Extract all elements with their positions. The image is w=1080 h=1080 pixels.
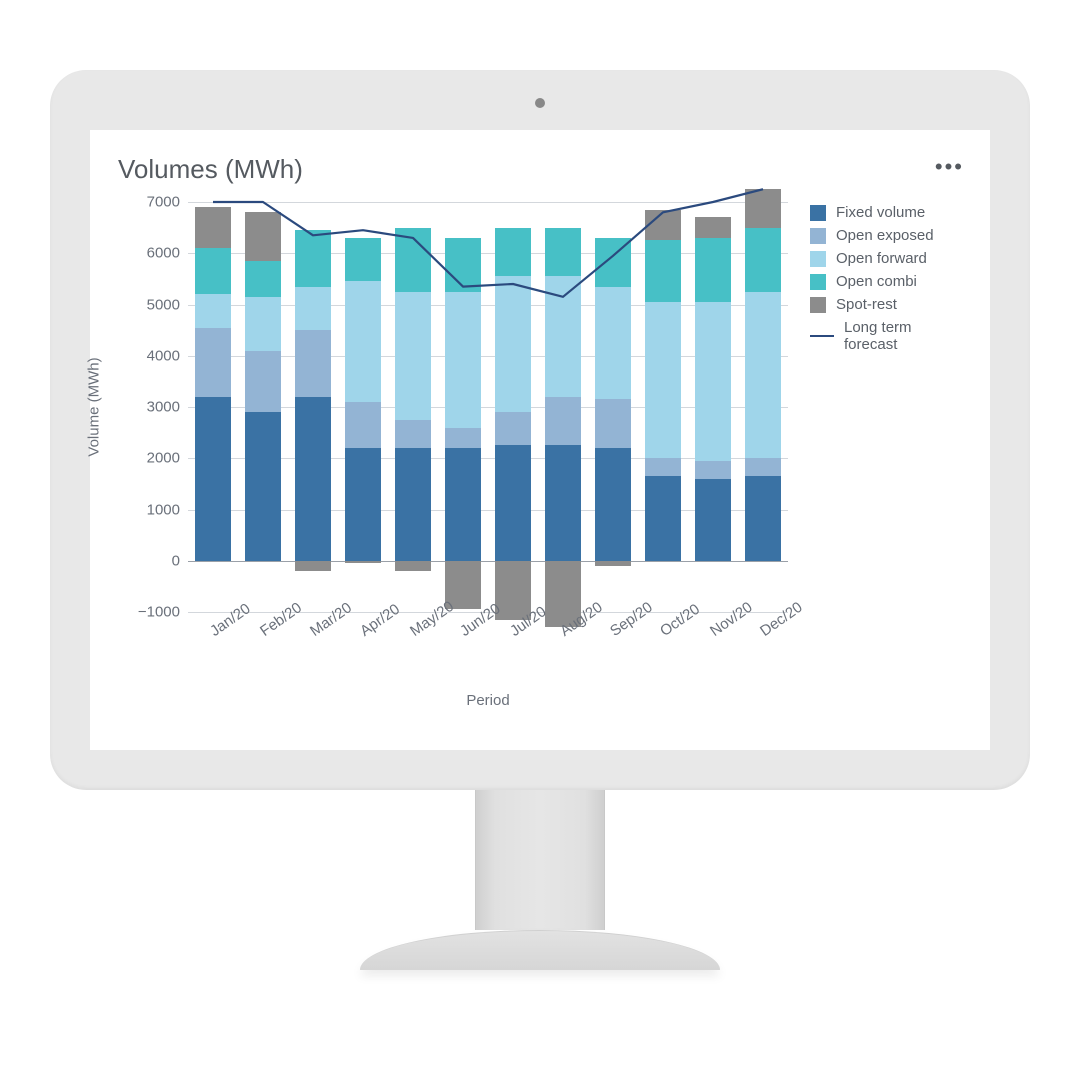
legend-item: Open exposed [810,227,962,244]
y-tick-label: −1000 [120,604,180,621]
forecast-line [188,202,788,612]
legend-label: Open forward [836,250,927,267]
monitor-bezel: Volumes (MWh) ••• Volume (MWh) −1000 0 100… [50,70,1030,790]
legend-label: Long term forecast [844,319,962,353]
x-axis-label: Period [188,692,788,709]
y-axis-label: Volume (MWh) [86,357,103,456]
more-options-button[interactable]: ••• [935,154,964,180]
legend-label: Open exposed [836,227,934,244]
legend-swatch [810,205,826,221]
y-tick-label: 7000 [120,194,180,211]
legend-label: Fixed volume [836,204,925,221]
forecast-line-path [213,189,763,297]
legend-line-swatch [810,335,834,337]
plot-area [188,202,788,612]
monitor-stand-base [360,930,720,970]
legend-item: Long term forecast [810,319,962,353]
monitor-stand-neck [475,790,605,930]
monitor-frame: Volumes (MWh) ••• Volume (MWh) −1000 0 100… [50,70,1030,970]
y-tick-label: 6000 [120,245,180,262]
legend: Fixed volume Open exposed Open forward Open… [810,204,962,359]
legend-swatch [810,228,826,244]
legend-swatch [810,251,826,267]
legend-item: Spot-rest [810,296,962,313]
legend-item: Open combi [810,273,962,290]
y-tick-label: 2000 [120,450,180,467]
y-tick-label: 5000 [120,296,180,313]
legend-item: Open forward [810,250,962,267]
screen: Volumes (MWh) ••• Volume (MWh) −10000100… [90,130,990,750]
y-tick-label: 1000 [120,501,180,518]
legend-swatch [810,297,826,313]
legend-label: Spot-rest [836,296,897,313]
legend-swatch [810,274,826,290]
chart-title: Volumes (MWh) [118,154,962,185]
chart-area: Volume (MWh) −10000100020003000400050006… [118,192,962,734]
y-tick-label: 0 [120,552,180,569]
y-tick-label: 4000 [120,347,180,364]
legend-label: Open combi [836,273,917,290]
legend-item: Fixed volume [810,204,962,221]
y-tick-label: 3000 [120,399,180,416]
camera-dot [535,98,545,108]
y-axis: Volume (MWh) −10000100020003000400050006… [118,202,186,612]
x-axis: Jan/20Feb/20Mar/20Apr/20May/20Jun/20Jul/… [188,620,788,700]
